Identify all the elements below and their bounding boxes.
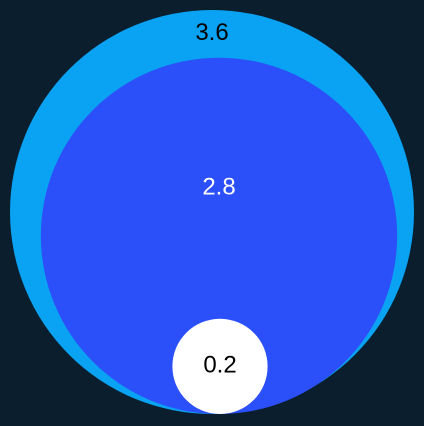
bubble-label: 0.2 bbox=[203, 352, 236, 379]
bubble-label: 2.8 bbox=[202, 174, 235, 201]
bubble bbox=[172, 318, 268, 415]
bubble bbox=[40, 57, 398, 414]
bubble-label: 3.6 bbox=[195, 19, 228, 46]
